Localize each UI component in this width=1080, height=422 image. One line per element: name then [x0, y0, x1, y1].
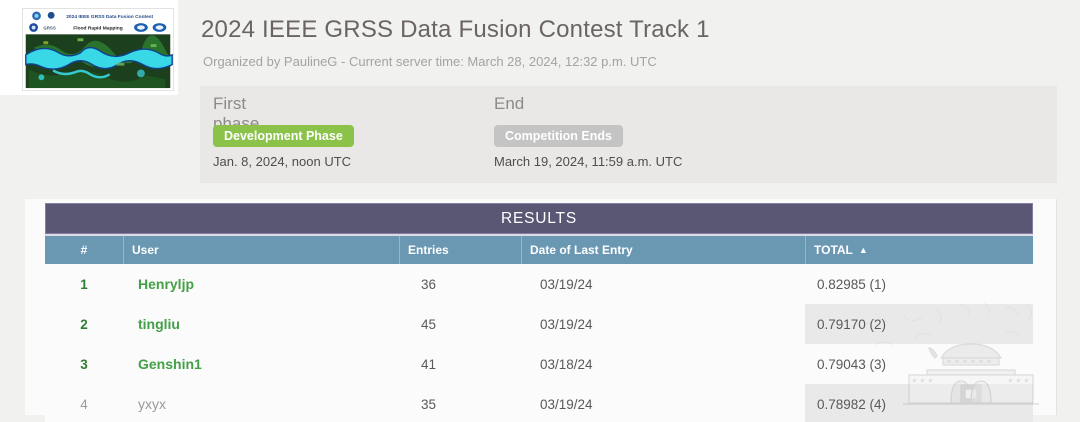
results-title-bar: RESULTS [45, 203, 1033, 234]
table-row: 4 yxyx 35 03/19/24 0.78982 (4) [45, 384, 1033, 422]
total-cell: 0.78982 (4) [805, 384, 1033, 422]
entries-cell: 41 [421, 356, 437, 372]
user-link[interactable]: Genshin1 [138, 356, 202, 372]
last-entry-cell: 03/19/24 [540, 276, 593, 292]
column-header-total[interactable]: TOTAL ▲ [805, 236, 1033, 264]
table-row: 3 Genshin1 41 03/18/24 0.79043 (3) [45, 344, 1033, 384]
end-phase-heading: End [494, 94, 525, 113]
logo-banner-line2: Flood Rapid Mapping [73, 25, 122, 31]
user-link[interactable]: Henryljp [138, 276, 195, 292]
total-cell: 0.79170 (2) [805, 304, 1033, 344]
rank-cell: 3 [80, 356, 88, 372]
entries-cell: 35 [421, 396, 437, 412]
svg-text:GRSS: GRSS [43, 25, 55, 30]
phase-panel: First phase Development Phase Jan. 8, 20… [200, 86, 1057, 183]
contest-logo: 2024 IEEE GRSS Data Fusion Contest GRSS … [22, 8, 174, 91]
rank-cell: 2 [80, 316, 88, 332]
development-phase-badge: Development Phase [213, 125, 354, 147]
results-table: RESULTS # User Entries Date of Last Entr… [45, 203, 1033, 422]
last-entry-cell: 03/19/24 [540, 396, 593, 412]
total-cell: 0.82985 (1) [817, 276, 887, 292]
page-title: 2024 IEEE GRSS Data Fusion Contest Track… [201, 16, 710, 43]
column-header-rank: # [80, 243, 88, 257]
sort-ascending-icon: ▲ [858, 245, 868, 255]
total-cell: 0.79043 (3) [817, 356, 887, 372]
results-divider [45, 234, 1033, 236]
user-link[interactable]: yxyx [138, 396, 166, 412]
results-rows: 1 Henryljp 36 03/19/24 0.82985 (1) 2 tin… [45, 264, 1033, 422]
column-header-user: User [123, 236, 399, 264]
column-header-last-entry: Date of Last Entry [521, 236, 805, 264]
first-phase-date: Jan. 8, 2024, noon UTC [213, 154, 352, 169]
entries-cell: 36 [421, 276, 437, 292]
rank-cell: 1 [80, 276, 88, 292]
page-subtitle: Organized by PaulineG - Current server t… [203, 54, 657, 69]
logo-banner-line1: 2024 IEEE GRSS Data Fusion Contest [66, 14, 153, 20]
results-card: RESULTS # User Entries Date of Last Entr… [25, 199, 1057, 422]
results-header-row: # User Entries Date of Last Entry TOTAL … [45, 236, 1033, 264]
end-phase-date: March 19, 2024, 11:59 a.m. UTC [494, 154, 683, 169]
table-row: 1 Henryljp 36 03/19/24 0.82985 (1) [45, 264, 1033, 304]
last-entry-cell: 03/19/24 [540, 316, 593, 332]
competition-ends-badge: Competition Ends [494, 125, 623, 147]
column-header-total-label: TOTAL [814, 243, 853, 257]
table-row: 2 tingliu 45 03/19/24 0.79170 (2) [45, 304, 1033, 344]
last-entry-cell: 03/18/24 [540, 356, 593, 372]
column-header-entries: Entries [399, 236, 521, 264]
logo-block: 2024 IEEE GRSS Data Fusion Contest GRSS … [0, 0, 178, 95]
contest-logo-image: 2024 IEEE GRSS Data Fusion Contest GRSS … [23, 9, 173, 90]
rank-cell: 4 [80, 396, 88, 412]
entries-cell: 45 [421, 316, 437, 332]
user-link[interactable]: tingliu [138, 316, 180, 332]
